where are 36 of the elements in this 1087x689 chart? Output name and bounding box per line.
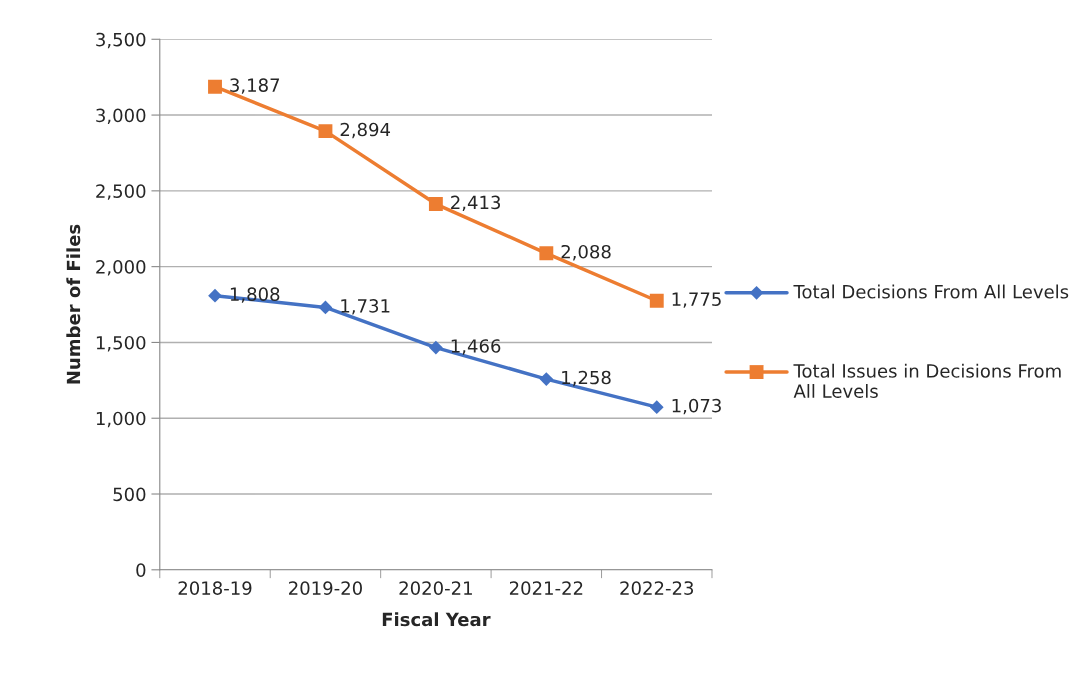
data-label: 2,088	[561, 244, 611, 261]
x-tick-label: 2020-21	[399, 581, 472, 595]
point	[318, 300, 333, 315]
x-tick-label: 2018-19	[178, 581, 252, 595]
y-tick-label: 0	[136, 563, 146, 577]
y-tick-label: 500	[113, 487, 146, 502]
y-tick-label: 2,500	[96, 184, 146, 200]
y-tick-label: 1,500	[96, 335, 146, 352]
data-label: 2,894	[340, 122, 391, 139]
point	[649, 293, 664, 308]
point	[539, 246, 554, 261]
data-label: 1,258	[562, 370, 611, 387]
legend-label: Total Issues in Decisions From All Levels	[793, 363, 1061, 398]
y-tick-label: 3,000	[96, 108, 146, 125]
x-tick-label: 2021-22	[509, 581, 583, 595]
y-tick-label: 3,500	[96, 32, 146, 49]
point	[208, 288, 222, 303]
point	[539, 372, 554, 386]
data-label: 1,731	[341, 299, 390, 315]
data-label: 3,187	[230, 78, 280, 94]
point	[318, 124, 333, 139]
point	[649, 400, 664, 415]
data-label: 2,413	[451, 195, 501, 212]
legend-label: Total Decisions From All Levels	[793, 284, 1069, 299]
x-axis-title: Fiscal Year	[382, 612, 491, 627]
x-tick-label: 2022-23	[620, 581, 694, 595]
y-tick-label: 1,000	[96, 411, 146, 428]
y-tick-label: 2,000	[96, 260, 146, 276]
y-axis-title: Number of Files	[66, 224, 81, 384]
x-tick-label: 2019-20	[289, 581, 362, 595]
point	[428, 197, 443, 211]
data-label: 1,466	[451, 339, 501, 355]
point	[429, 340, 443, 355]
data-label: 1,775	[672, 292, 721, 308]
data-label: 1,073	[672, 398, 721, 415]
point	[208, 79, 222, 94]
